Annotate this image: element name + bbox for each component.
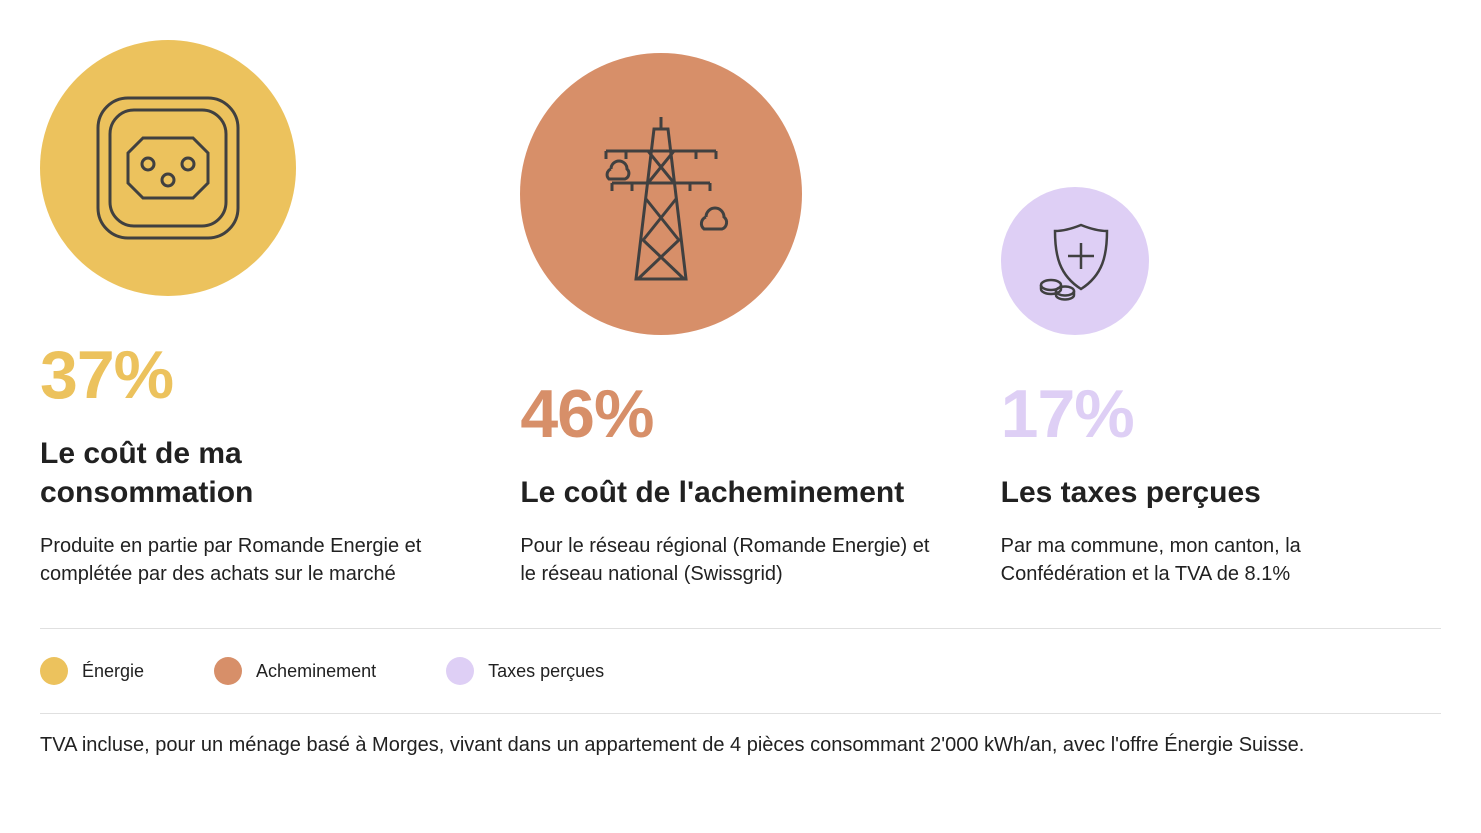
column-energy: 37% Le coût de ma consommation Produite … <box>40 40 480 588</box>
legend-dot-transport <box>214 657 242 685</box>
legend: Énergie Acheminement Taxes perçues <box>40 629 1441 713</box>
legend-dot-energy <box>40 657 68 685</box>
socket-icon <box>88 88 248 248</box>
transport-circle <box>520 53 802 335</box>
legend-item-taxes: Taxes perçues <box>446 657 604 685</box>
column-taxes: 17% Les taxes perçues Par ma commune, mo… <box>1001 187 1441 588</box>
transport-description: Pour le réseau régional (Romande Energie… <box>520 532 950 588</box>
energy-circle <box>40 40 296 296</box>
legend-item-transport: Acheminement <box>214 657 376 685</box>
column-transport: 46% Le coût de l'acheminement Pour le ré… <box>520 53 960 588</box>
energy-title: Le coût de ma consommation <box>40 434 460 512</box>
legend-item-energy: Énergie <box>40 657 144 685</box>
legend-label-energy: Énergie <box>82 661 144 682</box>
taxes-circle <box>1001 187 1149 335</box>
pylon-icon <box>566 99 756 289</box>
footnote: TVA incluse, pour un ménage basé à Morge… <box>40 714 1441 757</box>
transport-title: Le coût de l'acheminement <box>520 473 940 512</box>
infographic-columns: 37% Le coût de ma consommation Produite … <box>40 40 1441 588</box>
transport-percent: 46% <box>520 375 960 453</box>
taxes-title: Les taxes perçues <box>1001 473 1421 512</box>
energy-description: Produite en partie par Romande Energie e… <box>40 532 470 588</box>
legend-label-taxes: Taxes perçues <box>488 661 604 682</box>
energy-percent: 37% <box>40 336 480 414</box>
taxes-description: Par ma commune, mon canton, la Confédéra… <box>1001 532 1431 588</box>
shield-icon <box>1029 215 1121 307</box>
taxes-percent: 17% <box>1001 375 1441 453</box>
legend-label-transport: Acheminement <box>256 661 376 682</box>
legend-dot-taxes <box>446 657 474 685</box>
